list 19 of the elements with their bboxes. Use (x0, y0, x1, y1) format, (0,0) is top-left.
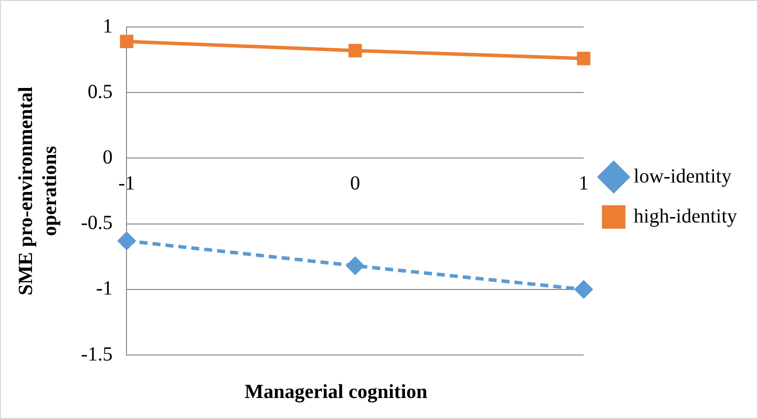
y-axis-title: SME pro-environmental operations (15, 86, 62, 296)
point (118, 232, 136, 250)
y-tick-label: 0 (102, 146, 113, 168)
x-tick-label: -1 (118, 172, 135, 194)
y-tick-label: 1 (102, 15, 113, 38)
point (574, 280, 592, 298)
point (348, 44, 362, 58)
legend-label: high-identity (634, 205, 738, 228)
x-tick-label: 0 (350, 172, 360, 194)
point (346, 257, 364, 275)
x-tick-label: 1 (578, 172, 589, 194)
y-tick-label: 0.5 (88, 80, 113, 103)
x-axis-title: Managerial cognition (244, 381, 428, 404)
y-tick-label: -1 (96, 278, 113, 300)
point (576, 52, 590, 66)
y-tick-label: -0.5 (80, 212, 113, 234)
y-tick-label: -1.5 (80, 343, 113, 366)
point (120, 34, 134, 48)
legend-label: low-identity (634, 165, 732, 188)
